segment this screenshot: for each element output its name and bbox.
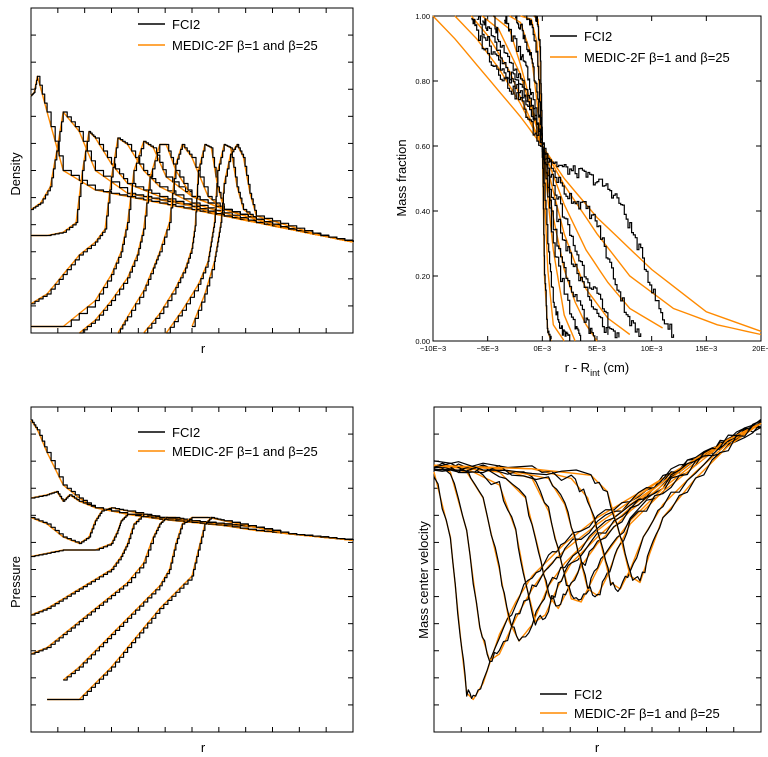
fci2-profile-line: [31, 130, 354, 242]
fci2-profile-line: [166, 143, 354, 334]
panel-pressure: Pressure r FCI2 MEDIC-2F β=1 and β=25: [8, 406, 354, 755]
fci2-profile-line: [433, 422, 762, 593]
y-tick-label: 0.80: [415, 77, 430, 86]
fci2-mass-fraction-line: [525, 15, 571, 341]
x-tick-label: 5E−3: [588, 344, 606, 353]
medic-2f-profile-line: [31, 130, 354, 243]
medic-2f-mass-fraction-line: [533, 15, 552, 342]
medic-2f-mass-fraction-line: [481, 15, 631, 336]
fci2-profile-line: [31, 513, 354, 616]
density-axis-ticks: [31, 8, 353, 333]
pressure-legend: FCI2 MEDIC-2F β=1 and β=25: [138, 425, 318, 459]
medic-2f-profile-line: [30, 137, 354, 305]
x-tick-label: 0E−3: [533, 344, 551, 353]
pressure-y-axis-label: Pressure: [8, 556, 23, 608]
legend-medic-label: MEDIC-2F β=1 and β=25: [172, 444, 318, 459]
x-tick-label: 15E−3: [695, 344, 717, 353]
panel-density: Density r FCI2 MEDIC-2F β=1 and β=25: [8, 7, 354, 356]
legend-medic-label: MEDIC-2F β=1 and β=25: [574, 706, 720, 721]
fci2-profile-line: [31, 137, 354, 305]
mass-fraction-x-label-sub: int: [590, 368, 600, 378]
medic-2f-profile-line: [30, 507, 354, 545]
fci2-mass-fraction-line: [471, 18, 675, 338]
x-tick-label: 20E−: [752, 344, 768, 353]
fci2-profile-line: [31, 140, 354, 328]
fci2-profile-line: [31, 516, 354, 655]
density-curves: [30, 75, 354, 334]
fci2-profile-line: [433, 418, 762, 642]
mass-fraction-x-label-main: r - R: [565, 360, 590, 375]
medic-2f-profile-line: [30, 490, 354, 541]
legend-fci2-label: FCI2: [584, 29, 612, 44]
panel-mass-fraction: −10E−3 −5E−3 0E−3 5E−3 10E−3 15E−3 20E− 0.00 0.2…: [394, 12, 768, 378]
medic-2f-profile-line: [433, 422, 762, 623]
mass-fraction-y-axis-label: Mass fraction: [394, 139, 409, 216]
y-tick-label: 0.00: [415, 337, 430, 346]
velocity-y-axis-label: Mass center velocity: [416, 521, 431, 639]
pressure-x-axis-label: r: [201, 740, 206, 755]
medic-2f-profile-line: [31, 140, 354, 328]
density-legend: FCI2 MEDIC-2F β=1 and β=25: [138, 17, 318, 53]
y-tick-label: 0.60: [415, 142, 430, 151]
x-tick-label: −5E−3: [477, 344, 499, 353]
legend-fci2-label: FCI2: [172, 425, 200, 440]
density-x-axis-label: r: [201, 341, 206, 356]
legend-medic-label: MEDIC-2F β=1 and β=25: [584, 50, 730, 65]
legend-fci2-label: FCI2: [574, 687, 602, 702]
mass-fraction-legend: FCI2 MEDIC-2F β=1 and β=25: [550, 29, 730, 65]
medic-2f-profile-line: [433, 422, 762, 603]
density-y-axis-label: Density: [8, 152, 23, 196]
x-tick-label: 10E−3: [641, 344, 663, 353]
fci2-mass-fraction-line: [515, 15, 582, 341]
fci2-mass-fraction-line: [476, 16, 642, 337]
velocity-x-axis-label: r: [595, 740, 600, 755]
fci2-profile-line: [31, 507, 354, 545]
mass-fraction-curves: [432, 15, 762, 342]
medic-2f-profile-line: [30, 516, 354, 655]
mass-fraction-x-label-unit: (cm): [600, 360, 630, 375]
legend-fci2-label: FCI2: [172, 17, 200, 32]
medic-2f-profile-line: [433, 422, 762, 584]
density-plot-frame: [30, 7, 354, 334]
fci2-profile-line: [47, 516, 354, 701]
fci2-profile-line: [31, 490, 354, 541]
fci2-mass-fraction-line: [533, 15, 552, 342]
medic-2f-profile-line: [433, 422, 762, 590]
y-tick-label: 0.20: [415, 272, 430, 281]
velocity-legend: FCI2 MEDIC-2F β=1 and β=25: [540, 687, 720, 721]
fci2-profile-line: [433, 420, 762, 598]
fci2-profile-line: [433, 422, 762, 662]
mass-fraction-axis-ticks: −10E−3 −5E−3 0E−3 5E−3 10E−3 15E−3 20E− 0.00 0.2…: [415, 12, 768, 353]
velocity-curves: [433, 418, 762, 701]
x-tick-label: −10E−3: [420, 344, 446, 353]
pressure-curves: [30, 419, 354, 701]
y-tick-label: 0.40: [415, 207, 430, 216]
medic-2f-profile-line: [165, 143, 354, 334]
medic-2f-mass-fraction-line: [454, 15, 762, 336]
fci2-profile-line: [433, 419, 762, 582]
panel-mass-center-velocity: Mass center velocity r FCI2 MEDIC-2F β=1…: [416, 406, 762, 755]
fci2-profile-line: [192, 143, 354, 328]
legend-medic-label: MEDIC-2F β=1 and β=25: [172, 38, 318, 53]
mass-fraction-x-axis-label: r - Rint (cm): [565, 360, 629, 378]
y-tick-label: 1.00: [415, 12, 430, 21]
pressure-axis-ticks: [31, 407, 353, 732]
medic-2f-profile-line: [30, 513, 354, 616]
